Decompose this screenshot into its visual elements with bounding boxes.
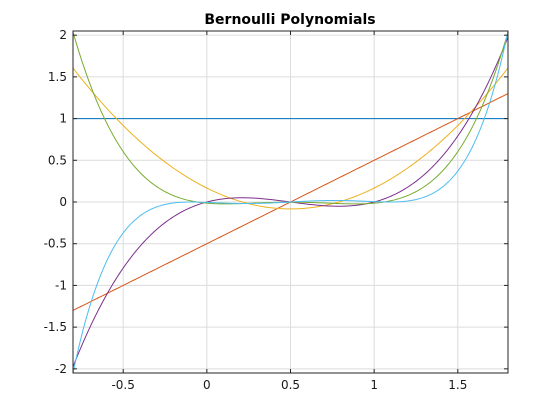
y-tick-label: 0 (59, 195, 67, 209)
x-tick-label: 0.5 (281, 378, 300, 392)
y-tick-label: -1 (55, 278, 67, 292)
x-tick-label: 1.5 (448, 378, 467, 392)
x-tick-label: -0.5 (111, 378, 134, 392)
y-axis-tick-labels: -2 -1.5 -1 -0.5 0 0.5 1 1.5 2 (44, 28, 67, 376)
axis-ticks (73, 31, 508, 373)
series-line-degree-2 (72, 67, 509, 210)
y-tick-label: 0.5 (48, 153, 67, 167)
axes-box (72, 30, 509, 374)
x-tick-label: 1 (370, 378, 378, 392)
y-tick-label: -2 (55, 362, 67, 376)
x-axis-tick-labels: -0.5 0 0.5 1 1.5 (111, 378, 467, 392)
y-tick-label: -1.5 (44, 320, 67, 334)
y-tick-label: 1 (59, 112, 67, 126)
y-tick-label: -0.5 (44, 237, 67, 251)
x-tick-label: 0 (203, 378, 211, 392)
y-tick-label: 2 (59, 28, 67, 42)
series-line-degree-5 (72, 30, 509, 374)
y-tick-label: 1.5 (48, 70, 67, 84)
chart-title: Bernoulli Polynomials (204, 12, 375, 28)
series-lines (72, 30, 509, 374)
